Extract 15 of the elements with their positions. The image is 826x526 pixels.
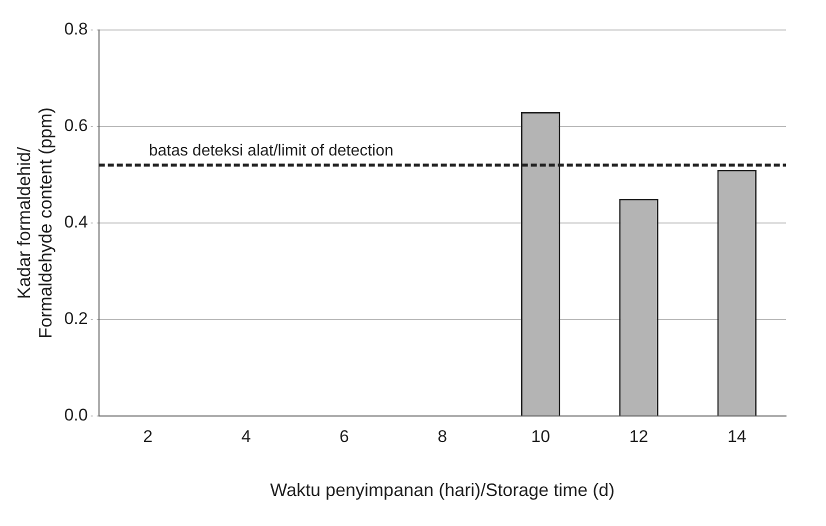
x-tick-label: 8	[438, 426, 448, 446]
y-tick-label: 0.0	[64, 406, 88, 425]
x-tick-label: 12	[629, 426, 648, 446]
y-tick-label: 0.8	[64, 20, 88, 39]
y-axis-title: Kadar formaldehid/Formaldehyde content (ppm)	[14, 107, 56, 339]
x-tick-label: 10	[531, 426, 550, 446]
x-axis-title: Waktu penyimpanan (hari)/Storage time (d)	[270, 480, 615, 500]
x-tick-label: 6	[340, 426, 349, 446]
y-tick-label: 0.6	[64, 116, 88, 136]
y-tick-label: 0.2	[64, 309, 88, 328]
x-tick-label: 4	[241, 426, 251, 446]
x-tick-label: 2	[143, 426, 153, 446]
ref-line-label: batas deteksi alat/limit of detection	[148, 142, 394, 160]
y-tick-label: 0.4	[64, 212, 88, 232]
x-tick-label: 14	[727, 426, 746, 446]
